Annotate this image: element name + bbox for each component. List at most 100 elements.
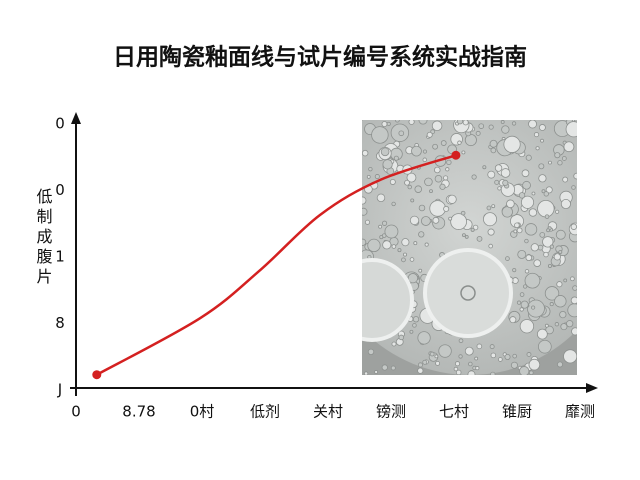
y-tick-label: 8 xyxy=(55,314,65,332)
bubble xyxy=(445,167,450,172)
bubble xyxy=(506,199,515,209)
bubble xyxy=(429,351,435,357)
bubble xyxy=(471,174,477,180)
bubble xyxy=(382,159,393,170)
bubble xyxy=(516,227,523,234)
bubble xyxy=(391,341,397,347)
bubble xyxy=(378,224,383,229)
bubble xyxy=(533,132,540,138)
bubble xyxy=(476,343,483,350)
big-bubble-core xyxy=(460,285,476,301)
bubble xyxy=(408,120,415,125)
bubble xyxy=(398,130,405,137)
bubble xyxy=(376,193,386,203)
bubble xyxy=(424,177,433,187)
bubble xyxy=(520,300,529,309)
x-tick-label: 镑测 xyxy=(376,403,406,421)
bubble xyxy=(514,222,520,229)
bubble xyxy=(391,201,396,207)
bubble xyxy=(374,370,379,374)
bubble xyxy=(407,184,413,190)
bubble xyxy=(573,172,577,180)
bubble xyxy=(557,160,563,166)
bubble xyxy=(528,208,538,217)
bubble xyxy=(483,212,497,227)
bubble xyxy=(544,323,549,328)
bubble xyxy=(460,210,466,216)
bubble xyxy=(555,229,566,240)
bubble xyxy=(491,204,496,209)
bubble xyxy=(544,286,560,301)
bubble xyxy=(410,198,415,203)
bubble xyxy=(542,236,554,248)
bubble xyxy=(362,149,369,157)
bubble xyxy=(422,359,428,365)
point xyxy=(451,150,461,160)
bubble xyxy=(539,232,546,238)
bubble xyxy=(541,189,546,194)
bubble xyxy=(401,238,410,247)
bubble xyxy=(554,322,560,327)
bubble xyxy=(409,329,414,334)
bubble xyxy=(468,361,473,367)
y-tick-label: 0 xyxy=(55,115,65,133)
bubble xyxy=(561,156,567,161)
bubble xyxy=(412,316,420,323)
bubble xyxy=(537,200,555,218)
bubble xyxy=(545,186,553,194)
bubble xyxy=(557,361,564,368)
bubble xyxy=(538,163,545,170)
bubble xyxy=(409,215,420,226)
bubble xyxy=(475,366,480,371)
bubble xyxy=(522,180,531,190)
bubble xyxy=(476,235,483,242)
bubble xyxy=(429,189,433,194)
bubble xyxy=(497,186,502,191)
bubble xyxy=(524,238,529,244)
bubble xyxy=(482,165,487,170)
bubble xyxy=(558,250,563,255)
bubble xyxy=(566,320,574,328)
bubble xyxy=(380,147,390,157)
bubble xyxy=(524,269,530,274)
bubble xyxy=(393,155,399,161)
bubble xyxy=(526,299,545,318)
bubble xyxy=(367,238,381,253)
chart-title: 日用陶瓷釉面线与试片编号系统实战指南 xyxy=(113,44,527,71)
bubble xyxy=(501,206,513,218)
bubble xyxy=(364,219,371,225)
bubble xyxy=(438,344,452,358)
x-tick-label: 8.78 xyxy=(122,403,155,421)
bubble xyxy=(458,338,464,344)
bubble xyxy=(455,369,462,375)
bubble xyxy=(462,233,466,238)
bubble xyxy=(536,328,548,340)
bubble xyxy=(500,168,511,178)
bubble xyxy=(512,353,517,359)
bubble xyxy=(569,276,575,282)
y-tick-label: J xyxy=(57,381,62,399)
y-tick-label: 0 xyxy=(55,181,65,199)
bubble xyxy=(379,235,384,240)
x-tick-label: 关村 xyxy=(313,403,343,421)
bubble xyxy=(403,252,407,257)
bubble xyxy=(364,371,369,375)
bubble xyxy=(368,166,373,172)
big-bubble xyxy=(362,258,414,342)
bubble xyxy=(429,200,446,217)
bubble xyxy=(560,198,571,210)
bubble xyxy=(528,120,537,129)
bubble xyxy=(486,205,492,211)
bubble xyxy=(432,143,438,150)
bubble xyxy=(397,248,402,253)
bubble xyxy=(555,209,560,214)
bubble xyxy=(447,194,457,204)
bubble xyxy=(571,185,576,190)
bubble xyxy=(381,121,388,128)
bubble xyxy=(519,292,525,297)
x-tick-label: 0村 xyxy=(190,403,215,421)
bubble xyxy=(524,272,541,289)
bubble xyxy=(462,120,469,126)
x-axis-arrow xyxy=(586,383,598,393)
bubble xyxy=(525,254,533,262)
